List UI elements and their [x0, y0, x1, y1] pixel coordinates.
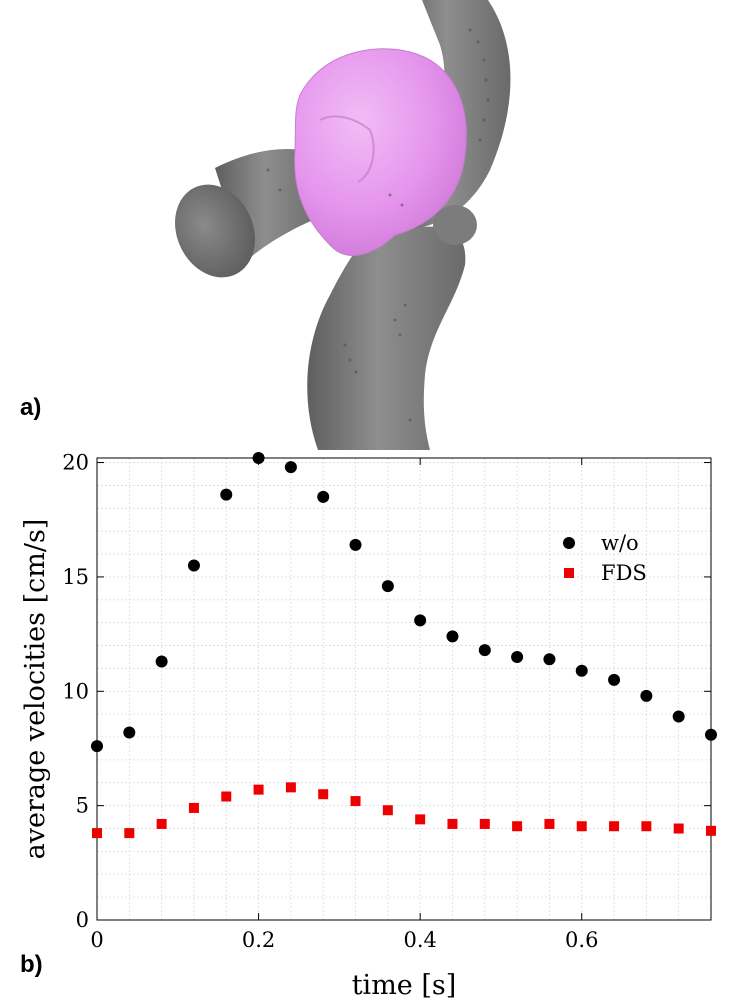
point-fds	[673, 823, 684, 834]
point-fds	[124, 828, 135, 839]
point-fds	[156, 818, 167, 829]
aneurysm-surface-detail	[319, 115, 375, 183]
point-fds	[285, 782, 296, 793]
side-bulge	[433, 205, 477, 245]
lower-vessel	[307, 226, 466, 450]
point-fds	[318, 789, 329, 800]
legend-label-w-o: w/o	[601, 531, 639, 555]
point-fds	[447, 818, 458, 829]
point-w-o	[575, 664, 588, 677]
point-fds	[544, 818, 555, 829]
point-w-o	[414, 614, 427, 627]
point-w-o	[220, 488, 233, 501]
vessel-aneurysm-rendering	[175, 0, 511, 450]
point-w-o	[478, 644, 491, 657]
point-w-o	[705, 728, 717, 741]
legend-marker-fds	[564, 568, 574, 578]
point-fds	[382, 805, 393, 816]
point-w-o	[446, 630, 459, 643]
point-w-o	[672, 710, 685, 723]
y-tick-label: 10	[62, 679, 89, 703]
point-fds	[576, 821, 587, 832]
point-fds	[415, 814, 426, 825]
plot-frame	[96, 457, 712, 921]
point-fds	[641, 821, 652, 832]
velocity-scatter-chart: 0 0.2 0.4 0.6 0 5 10 15 20 time [s] average velo…	[20, 451, 717, 1001]
legend-label-fds: FDS	[601, 561, 647, 585]
point-fds	[92, 828, 102, 839]
chart-grid	[97, 458, 711, 920]
point-fds	[188, 802, 199, 813]
y-axis-label: average velocities [cm/s]	[20, 519, 51, 860]
point-w-o	[608, 673, 621, 686]
point-w-o	[187, 559, 200, 572]
panel-label-b: b)	[20, 951, 43, 978]
x-axis-label: time [s]	[352, 970, 457, 1001]
chart-legend: w/o FDS	[563, 531, 647, 585]
panel-label-a: a)	[20, 394, 42, 421]
point-w-o	[640, 689, 653, 702]
point-fds	[350, 796, 361, 807]
data-markers	[91, 452, 717, 839]
y-tick-label: 5	[76, 794, 89, 818]
y-tick-label: 15	[62, 565, 89, 589]
point-w-o	[349, 538, 362, 551]
surface-texture	[266, 28, 490, 422]
x-tick-label: 0.6	[565, 928, 598, 952]
x-tick-label: 0.4	[403, 928, 436, 952]
y-tick-label: 0	[76, 908, 89, 932]
left-branch-cap	[175, 184, 255, 278]
x-tick-label: 0	[90, 928, 103, 952]
point-w-o	[252, 452, 265, 464]
point-fds	[253, 784, 264, 795]
point-w-o	[155, 655, 168, 668]
point-w-o	[91, 740, 103, 753]
y-tick-label: 20	[62, 451, 89, 475]
point-fds	[512, 821, 523, 832]
point-fds	[609, 821, 620, 832]
legend-marker-w-o	[563, 537, 575, 549]
point-w-o	[511, 650, 524, 663]
point-w-o	[123, 726, 136, 739]
axis-ticks	[96, 458, 711, 921]
aneurysm-sac	[294, 48, 467, 256]
point-w-o	[381, 580, 394, 593]
point-w-o	[284, 461, 297, 474]
axis-tick-labels: 0 0.2 0.4 0.6 0 5 10 15 20	[62, 451, 598, 952]
point-fds	[479, 818, 490, 829]
point-w-o	[317, 490, 330, 503]
point-w-o	[543, 653, 556, 666]
point-fds	[706, 825, 716, 836]
point-fds	[221, 791, 232, 802]
x-tick-label: 0.2	[242, 928, 275, 952]
